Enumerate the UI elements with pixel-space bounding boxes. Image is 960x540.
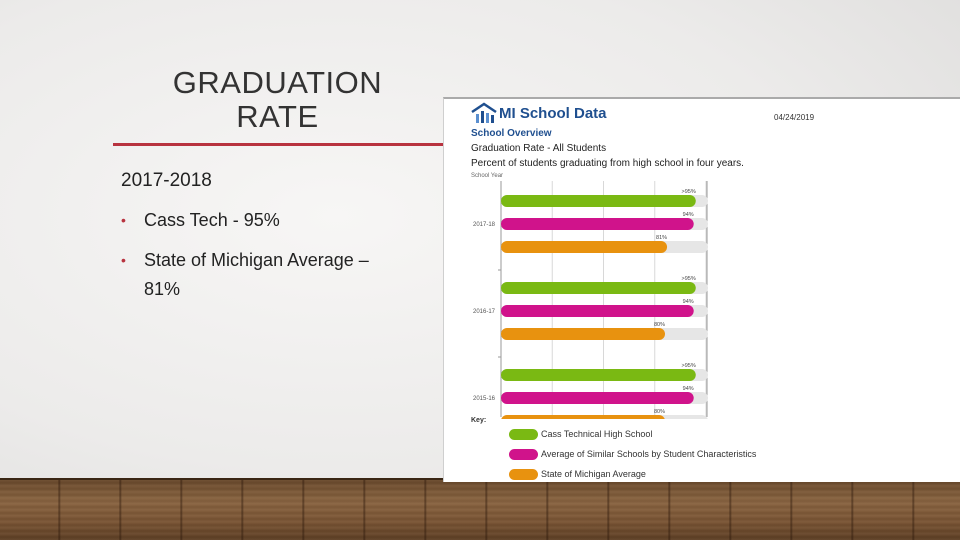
chart-subtitle: Graduation Rate - All Students xyxy=(471,143,607,154)
bullet-state-average: • State of Michigan Average – 81% xyxy=(121,246,421,304)
report-date: 04/24/2019 xyxy=(774,113,815,122)
wood-floor-background xyxy=(0,480,960,540)
brand-name: MI School Data xyxy=(499,105,607,122)
screenshot-panel: MI School Data 04/24/2019 School Overvie… xyxy=(443,97,960,482)
bullet-text: Cass Tech - 95% xyxy=(144,210,280,230)
legend-swatch xyxy=(509,429,538,440)
category-label: 2016-17 xyxy=(473,309,496,315)
data-label: >95% xyxy=(682,363,696,369)
bullet-cass-tech: • Cass Tech - 95% xyxy=(121,206,421,235)
bar xyxy=(501,369,696,381)
legend-swatch xyxy=(509,469,538,480)
data-label: 94% xyxy=(683,299,694,305)
data-label: >95% xyxy=(682,189,696,195)
bar xyxy=(501,328,665,340)
year-heading: 2017-2018 xyxy=(121,170,212,191)
chart-description: Percent of students graduating from high… xyxy=(471,158,744,169)
bullet-icon: • xyxy=(121,252,126,268)
category-label: 2015-16 xyxy=(473,396,496,402)
data-label: 80% xyxy=(654,409,665,415)
bullet-list: • Cass Tech - 95% • State of Michigan Aver… xyxy=(121,206,421,315)
legend-swatch xyxy=(509,449,538,460)
slide-title: GRADUATION RATE xyxy=(172,65,383,134)
key-title: Key: xyxy=(471,417,487,424)
title-rule xyxy=(113,143,445,146)
bar xyxy=(501,415,665,419)
category-label: 2017-18 xyxy=(473,222,496,228)
data-label: >95% xyxy=(682,276,696,282)
bar xyxy=(501,392,694,404)
axis-caption: School Year xyxy=(471,173,504,179)
graduation-rate-chart: 2017-18 >95% 94% 81% 2016-17 >95% 94% 80% 2015-1… xyxy=(473,181,708,419)
bar xyxy=(501,305,694,317)
data-label: 81% xyxy=(656,235,667,241)
legend-label: Average of Similar Schools by Student Ch… xyxy=(541,449,757,459)
bar xyxy=(501,218,694,230)
school-building-logo-icon xyxy=(471,102,497,123)
bullet-text: State of Michigan Average – 81% xyxy=(144,250,369,299)
bar xyxy=(501,241,668,253)
legend-label: Cass Technical High School xyxy=(541,429,653,439)
bullet-icon: • xyxy=(121,212,126,228)
data-label: 94% xyxy=(683,212,694,218)
data-label: 80% xyxy=(654,322,665,328)
bar xyxy=(501,282,696,294)
data-label: 94% xyxy=(683,386,694,392)
legend-label: State of Michigan Average xyxy=(541,469,646,479)
bar xyxy=(501,195,696,207)
section-title: School Overview xyxy=(471,128,552,139)
